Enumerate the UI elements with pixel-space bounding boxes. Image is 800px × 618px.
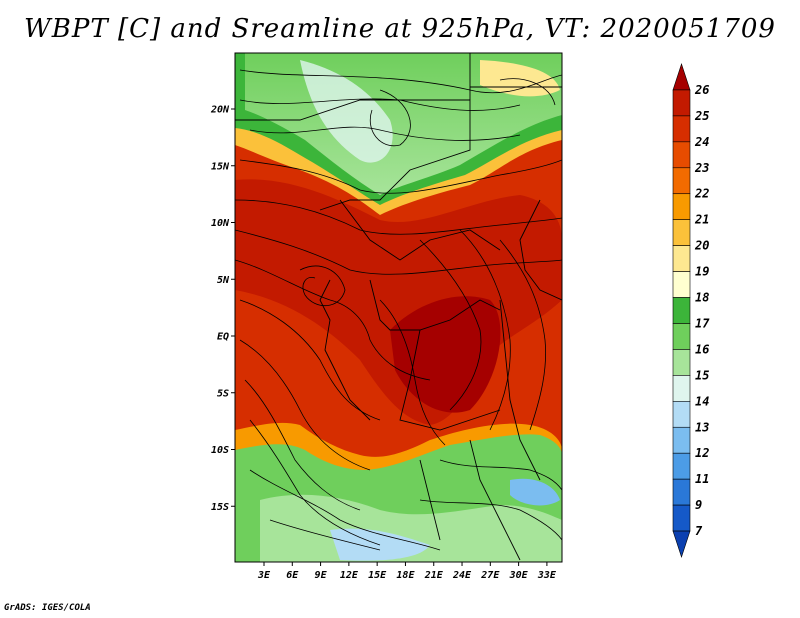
wbpt-contour-26 xyxy=(390,296,501,413)
country-borders xyxy=(235,53,562,561)
lat-tick-label: 10S xyxy=(211,445,229,456)
colorbar-swatch xyxy=(672,349,691,376)
colorbar-swatch xyxy=(672,89,691,117)
colorbar-swatch xyxy=(672,219,691,246)
lat-tick-label: EQ xyxy=(217,332,229,343)
lon-axis: 3E 6E 9E 12E 15E 18E 21E 24E 27E 30E 33E xyxy=(257,562,557,581)
colorbar-level-label: 19 xyxy=(695,265,709,279)
lat-tick-label: 20N xyxy=(210,105,230,116)
colorbar-level-label: 16 xyxy=(695,342,709,356)
lat-tick-label: 15N xyxy=(211,161,230,172)
colorbar-level-label: 9 xyxy=(695,498,702,512)
colorbar-swatch xyxy=(672,530,691,558)
colorbar-level-label: 23 xyxy=(694,161,709,175)
map-frame xyxy=(234,52,563,563)
colorbar-level-label: 22 xyxy=(694,187,709,201)
colorbar-level-label: 25 xyxy=(694,109,709,123)
lon-tick-label: 3E xyxy=(257,570,271,581)
lon-tick-label: 12E xyxy=(340,570,359,581)
colorbar-level-label: 18 xyxy=(695,291,709,305)
colorbar-level-label: 7 xyxy=(695,524,703,538)
colorbar-swatch xyxy=(672,401,691,428)
colorbar-swatch xyxy=(672,271,691,298)
colorbar-level-label: 17 xyxy=(695,316,710,330)
grads-credit: GrADS: IGES/COLA xyxy=(4,603,91,613)
lon-tick-label: 15E xyxy=(368,570,387,581)
wbpt-contour-north-15 xyxy=(300,60,393,163)
lat-tick-label: 15S xyxy=(211,502,229,513)
colorbar-level-label: 11 xyxy=(695,472,709,486)
colorbar-swatch xyxy=(672,323,691,350)
colorbar-level-label: 20 xyxy=(694,239,709,253)
colorbar-swatch xyxy=(672,297,691,324)
colorbar-swatch xyxy=(672,141,691,169)
colorbar-level-label: 15 xyxy=(695,368,709,382)
lat-tick-label: 5S xyxy=(217,388,229,399)
lon-tick-label: 21E xyxy=(424,570,444,581)
lon-tick-label: 24E xyxy=(452,570,472,581)
colorbar-swatch xyxy=(672,167,691,195)
lat-axis: 20N 15N 10N 5N EQ 5S 10S 15S xyxy=(210,105,235,513)
lon-tick-label: 30E xyxy=(509,570,529,581)
colorbar-swatch xyxy=(672,504,691,532)
colorbar-swatch xyxy=(672,63,691,91)
colorbar-swatch xyxy=(672,426,691,454)
lon-tick-label: 33E xyxy=(537,570,557,581)
colorbar-swatch xyxy=(672,478,691,506)
colorbar-level-label: 24 xyxy=(694,135,709,149)
colorbar-swatch xyxy=(672,452,691,480)
map-title: WBPT [C] and Sreamline at 925hPa, VT: 20… xyxy=(24,14,776,44)
lon-tick-label: 9E xyxy=(315,570,328,581)
lat-tick-label: 5N xyxy=(217,275,230,286)
colorbar-level-label: 21 xyxy=(694,213,709,227)
colorbar-level-label: 12 xyxy=(695,446,709,460)
colorbar: 26 25 24 23 22 21 20 19 18 17 16 15 14 13 12 11 9 7 xyxy=(672,63,710,558)
colorbar-swatch xyxy=(672,115,691,143)
colorbar-level-label: 14 xyxy=(695,394,709,408)
lon-tick-label: 6E xyxy=(286,570,299,581)
lon-tick-label: 27E xyxy=(480,570,500,581)
colorbar-level-label: 13 xyxy=(695,420,709,434)
wbpt-contour-lake xyxy=(510,478,560,506)
colorbar-swatch xyxy=(672,193,691,220)
lon-tick-label: 18E xyxy=(396,570,415,581)
map-area xyxy=(235,53,562,562)
colorbar-swatch xyxy=(672,375,691,402)
lat-tick-label: 10N xyxy=(211,218,230,229)
colorbar-level-label: 26 xyxy=(694,83,709,97)
colorbar-swatch xyxy=(672,245,691,272)
